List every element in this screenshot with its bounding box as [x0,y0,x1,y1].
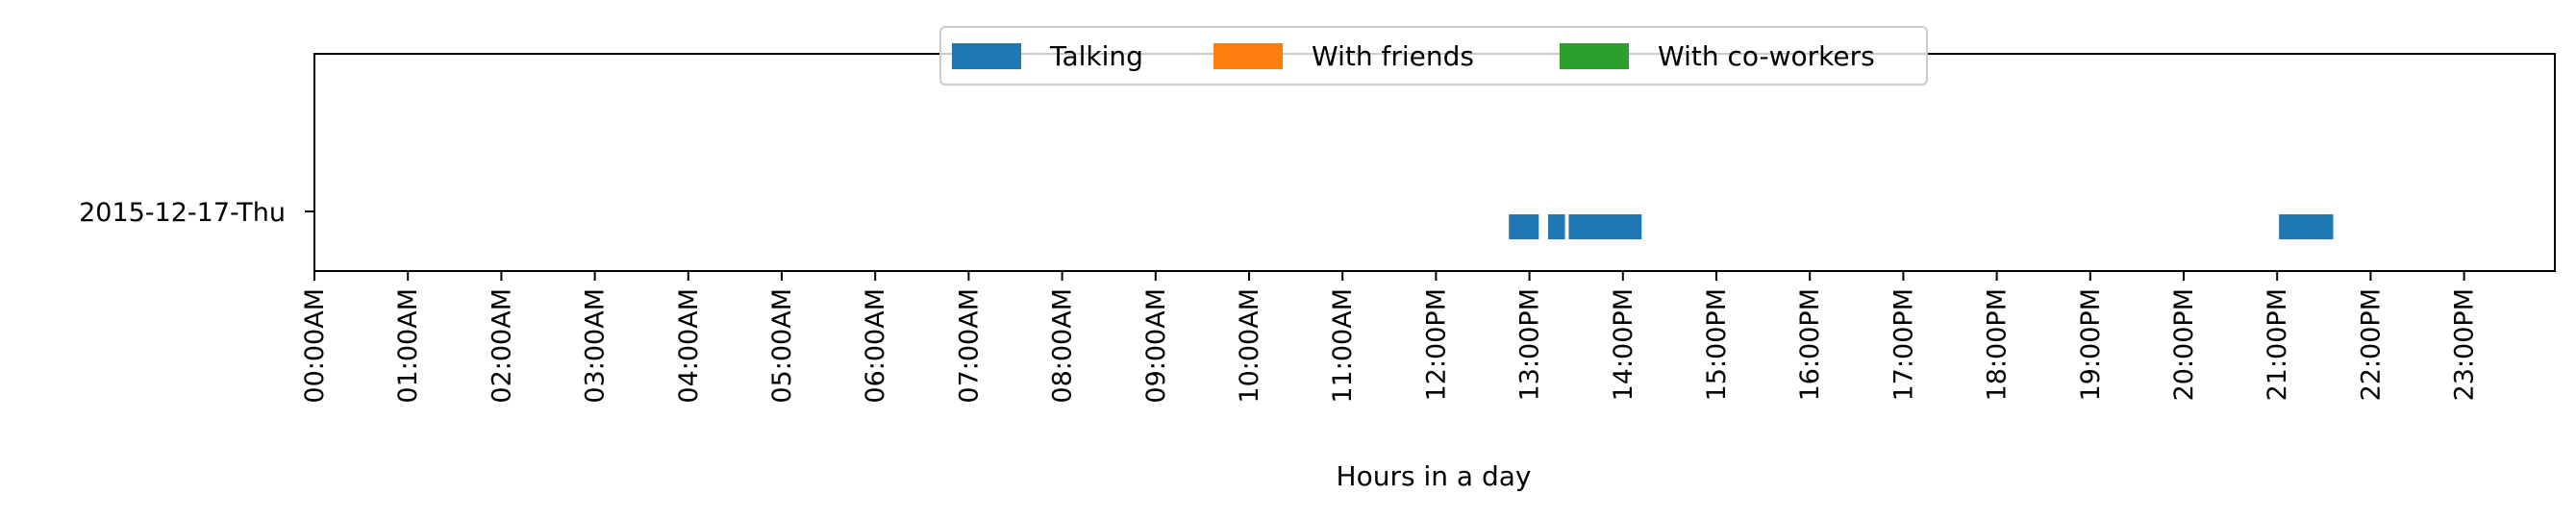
x-tick-label: 01:00AM [393,288,423,404]
x-tick-label: 15:00PM [1702,288,1732,401]
x-tick-label: 16:00PM [1795,288,1825,401]
y-tick-label: 2015-12-17-Thu [79,198,286,228]
x-tick-label: 07:00AM [954,288,984,404]
legend: Talking With friends With co-workers [939,26,1928,86]
x-tick-label: 05:00AM [767,288,797,404]
legend-label: Talking [1049,40,1143,72]
x-tick-label: 04:00AM [674,288,704,404]
x-tick-label: 10:00AM [1235,288,1264,404]
x-tick-label: 02:00AM [487,288,516,404]
x-tick-label: 09:00AM [1141,288,1171,404]
x-tick-label: 14:00PM [1609,288,1638,401]
legend-label: With co-workers [1658,40,1875,72]
interval-bars [1509,214,2334,239]
x-tick-label: 03:00AM [581,288,611,404]
x-tick-label: 21:00PM [2263,288,2292,401]
legend-swatch [1213,43,1283,69]
x-tick-label: 13:00PM [1515,288,1545,401]
y-axis: 2015-12-17-Thu [79,198,314,228]
interval-bar [1568,214,1642,239]
x-tick-label: 12:00PM [1421,288,1451,401]
x-tick-label: 08:00AM [1048,288,1078,404]
legend-swatch [952,43,1021,69]
interval-bar [1509,214,1539,239]
x-tick-label: 18:00PM [1983,288,2013,401]
x-tick-label: 11:00AM [1328,288,1358,404]
legend-frame [939,26,1928,86]
interval-bar [1548,214,1565,239]
x-tick-label: 06:00AM [861,288,890,404]
x-tick-label: 00:00AM [300,288,330,404]
interval-bar [2279,214,2334,239]
x-axis: 00:00AM 01:00AM 02:00AM 03:00AM 04:00AM 05:00… [300,271,2480,404]
legend-label: With friends [1312,40,1474,72]
x-tick-label: 23:00PM [2450,288,2480,401]
x-tick-label: 20:00PM [2169,288,2199,401]
legend-swatch [1560,43,1629,69]
x-tick-label: 17:00PM [1888,288,1918,401]
x-tick-label: 22:00PM [2356,288,2386,401]
x-axis-label: Hours in a day [1337,460,1532,492]
x-tick-label: 19:00PM [2076,288,2106,401]
